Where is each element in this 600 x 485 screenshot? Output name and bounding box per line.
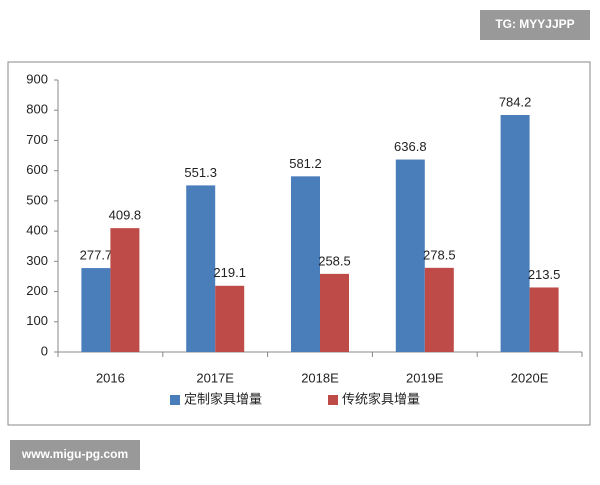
x-tick-label: 2020E: [511, 370, 549, 385]
value-label: 219.1: [213, 265, 246, 280]
value-label: 581.2: [289, 156, 322, 171]
y-tick-label: 900: [26, 71, 48, 86]
bar: [320, 273, 349, 352]
y-tick-label: 400: [26, 223, 48, 238]
y-tick-label: 500: [26, 192, 48, 207]
bar: [215, 285, 245, 352]
x-tick-label: 2017E: [196, 370, 234, 385]
bar: [81, 268, 111, 352]
value-label: 278.5: [423, 247, 456, 262]
y-tick-label: 100: [26, 313, 48, 328]
x-tick-label: 2016: [96, 370, 125, 385]
value-label: 258.5: [318, 253, 351, 268]
bar: [291, 176, 320, 352]
bar: [500, 114, 530, 352]
y-tick-label: 600: [26, 162, 48, 177]
value-label: 277.7: [80, 248, 113, 263]
legend-swatch: [170, 395, 180, 405]
y-tick-label: 300: [26, 253, 48, 268]
value-label: 213.5: [528, 267, 561, 282]
value-label: 636.8: [394, 139, 427, 154]
x-tick-label: 2019E: [406, 370, 444, 385]
bar: [424, 267, 454, 352]
legend-label: 传统家具增量: [342, 391, 420, 406]
value-label: 409.8: [109, 208, 142, 223]
watermark: TG: MYYJJPP: [495, 17, 574, 31]
x-tick-label: 2018E: [301, 370, 339, 385]
y-tick-label: 800: [26, 102, 48, 117]
y-tick-label: 200: [26, 283, 48, 298]
y-tick-label: 0: [41, 343, 48, 358]
bar: [395, 159, 425, 352]
bar: [186, 185, 216, 352]
watermark-box: [10, 440, 140, 470]
bar: [110, 228, 140, 352]
watermark-box: [480, 10, 590, 40]
watermark: www.migu-pg.com: [21, 447, 128, 461]
bar: [529, 287, 559, 352]
value-label: 551.3: [184, 165, 217, 180]
legend-label: 定制家具增量: [184, 391, 262, 406]
legend-swatch: [328, 395, 338, 405]
value-label: 784.2: [499, 94, 532, 109]
y-tick-label: 700: [26, 132, 48, 147]
